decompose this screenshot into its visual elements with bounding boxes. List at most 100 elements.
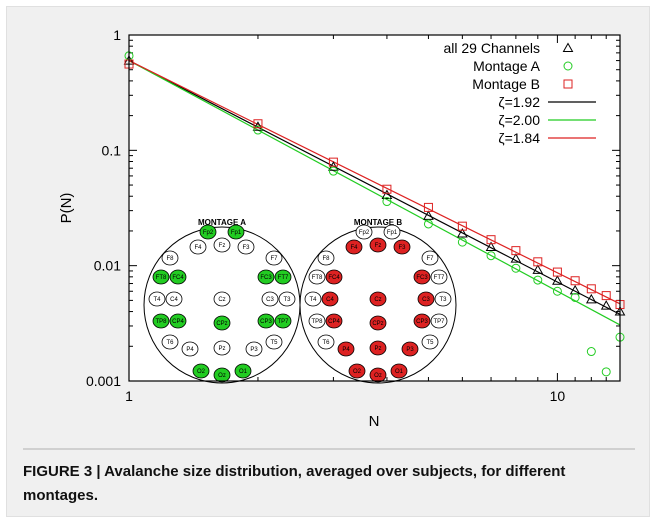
electrode-label: Fz bbox=[375, 243, 382, 249]
electrode-label: CP4 bbox=[328, 319, 340, 325]
electrode-dot bbox=[213, 237, 231, 253]
electrode-dot bbox=[152, 313, 170, 329]
electrode-dot bbox=[393, 239, 411, 255]
plot-frame bbox=[128, 34, 621, 382]
electrode-label: T4 bbox=[153, 297, 161, 303]
electrode-label: CPz bbox=[372, 321, 383, 327]
electrode-dot bbox=[390, 363, 408, 379]
electrode-label: F7 bbox=[426, 256, 434, 262]
electrode-label: F3 bbox=[398, 245, 406, 251]
electrode-label: FC4 bbox=[172, 275, 184, 281]
electrode-label: TP7 bbox=[277, 319, 289, 325]
electrode-dot bbox=[421, 334, 439, 350]
data-point-circle bbox=[533, 275, 543, 285]
series-circle bbox=[124, 51, 625, 377]
electrode-label: O1 bbox=[239, 369, 248, 375]
data-point-circle bbox=[457, 237, 467, 247]
electrode-dot bbox=[213, 340, 231, 356]
electrode-label: F4 bbox=[194, 245, 202, 251]
electrode-dot bbox=[430, 313, 448, 329]
electrode-dot bbox=[152, 269, 170, 285]
data-point-square bbox=[552, 267, 562, 277]
data-point-triangle bbox=[532, 264, 544, 274]
electrode-dot bbox=[199, 224, 217, 240]
electrode-dot bbox=[148, 291, 166, 307]
electrode-dot bbox=[245, 341, 263, 357]
electrode-dot bbox=[169, 313, 187, 329]
electrode-label: O1 bbox=[395, 369, 404, 375]
electrode-dot bbox=[257, 269, 275, 285]
data-point-circle bbox=[601, 367, 611, 377]
electrode-dot bbox=[213, 367, 231, 383]
data-point-square bbox=[328, 157, 338, 167]
electrode-dot bbox=[430, 269, 448, 285]
electrode-dot bbox=[227, 224, 245, 240]
x-tick-label: 1 bbox=[125, 388, 133, 404]
electrode-label: Fp1 bbox=[387, 230, 398, 236]
electrode-dot bbox=[234, 363, 252, 379]
electrode-dot bbox=[413, 313, 431, 329]
electrode-dot bbox=[321, 291, 339, 307]
electrode-dot bbox=[421, 250, 439, 266]
electrode-label: CP3 bbox=[260, 319, 272, 325]
y-tick-label: 1 bbox=[113, 27, 121, 43]
data-point-triangle bbox=[600, 300, 612, 310]
electrode-label: F3 bbox=[242, 245, 250, 251]
electrode-label: FC3 bbox=[416, 275, 428, 281]
electrode-dot bbox=[434, 291, 452, 307]
data-point-square bbox=[457, 221, 467, 231]
electrode-dot bbox=[161, 334, 179, 350]
data-point-triangle bbox=[562, 42, 574, 52]
electrode-label: Oz bbox=[374, 373, 382, 379]
electrode-label: Fp2 bbox=[203, 230, 214, 236]
electrode-label: FC4 bbox=[328, 275, 340, 281]
electrode-dot bbox=[161, 250, 179, 266]
electrode-label: C4 bbox=[326, 297, 334, 303]
electrode-dot bbox=[383, 224, 401, 240]
electrode-dot bbox=[369, 367, 387, 383]
montage-title: MONTAGE B bbox=[354, 218, 403, 227]
electrode-dot bbox=[237, 239, 255, 255]
data-point-square bbox=[382, 184, 392, 194]
electrode-dot bbox=[325, 269, 343, 285]
electrode-dot bbox=[192, 363, 210, 379]
electrode-dot bbox=[304, 291, 322, 307]
data-point-circle bbox=[382, 197, 392, 207]
electrode-dot bbox=[417, 291, 435, 307]
electrode-label: FT7 bbox=[278, 275, 289, 281]
electrode-map-a: MONTAGE A Fp2 Fp1 F4 Fz F3 F8 F7 FC4 FC3 FT8 FT7 T4 C… bbox=[143, 218, 301, 384]
electrode-dot bbox=[265, 250, 283, 266]
electrode-label: T4 bbox=[309, 297, 317, 303]
electrode-label: FT7 bbox=[434, 275, 445, 281]
electrode-dot bbox=[169, 269, 187, 285]
electrode-label: T3 bbox=[283, 297, 291, 303]
electrode-label: T5 bbox=[270, 340, 278, 346]
electrode-dot bbox=[401, 341, 419, 357]
montage-title: MONTAGE A bbox=[198, 218, 246, 227]
electrode-label: T5 bbox=[426, 340, 434, 346]
legend-label: Montage A bbox=[473, 58, 541, 74]
electrode-dot bbox=[257, 313, 275, 329]
electrode-label: O2 bbox=[353, 369, 362, 375]
electrode-label: O2 bbox=[197, 369, 206, 375]
data-point-square bbox=[511, 246, 521, 256]
data-point-square bbox=[533, 257, 543, 267]
electrode-dot bbox=[345, 239, 363, 255]
caption-text: Avalanche size distribution, averaged ov… bbox=[23, 463, 566, 504]
electrode-label: C4 bbox=[170, 297, 178, 303]
y-tick-label: 0.1 bbox=[102, 142, 122, 158]
electrode-dot bbox=[355, 224, 373, 240]
electrode-dot bbox=[369, 237, 387, 253]
electrode-dot bbox=[413, 269, 431, 285]
electrode-label: F8 bbox=[166, 256, 174, 262]
electrode-label: T6 bbox=[322, 340, 330, 346]
electrode-label: FT8 bbox=[312, 275, 323, 281]
electrode-dot bbox=[317, 250, 335, 266]
data-point-triangle bbox=[485, 241, 497, 252]
data-point-circle bbox=[563, 61, 573, 71]
caption-divider bbox=[23, 448, 635, 450]
electrode-dot bbox=[308, 313, 326, 329]
electrode-label: P3 bbox=[250, 347, 258, 353]
electrode-dot bbox=[261, 291, 279, 307]
data-point-square bbox=[423, 202, 433, 212]
